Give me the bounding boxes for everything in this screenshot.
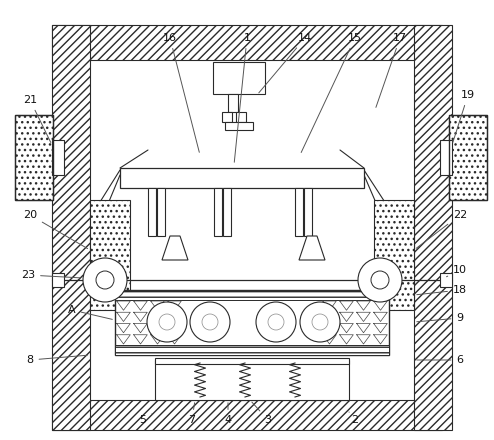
Bar [52,140,64,175]
Bar [155,360,349,400]
Circle shape [312,314,328,330]
Bar [223,188,231,236]
Circle shape [96,271,114,289]
Text: 5: 5 [139,414,153,425]
Bar [115,290,389,300]
Polygon shape [299,236,325,260]
Polygon shape [162,236,188,260]
Bar [90,200,130,310]
Text: A: A [68,305,112,319]
Text: 23: 23 [21,270,80,280]
Bar [225,122,253,130]
Circle shape [300,302,340,342]
Text: 19: 19 [453,90,475,143]
Text: 21: 21 [23,95,51,143]
Bar [15,115,53,200]
Bar [52,400,442,430]
Bar [157,188,165,236]
Text: 6: 6 [417,355,463,365]
Circle shape [147,302,187,342]
Circle shape [83,258,127,302]
Bar [214,188,222,236]
Bar [236,112,246,122]
Text: 9: 9 [417,313,463,323]
Text: 15: 15 [301,33,362,153]
Text: 20: 20 [23,210,87,249]
Text: 10: 10 [447,265,467,277]
Text: 2: 2 [349,412,359,425]
Bar [155,358,349,364]
Bar [52,25,90,430]
Bar [115,290,389,355]
Circle shape [256,302,296,342]
Bar [374,200,414,310]
Text: 3: 3 [252,402,272,425]
Bar [228,94,238,112]
Bar [304,188,312,236]
Text: 7: 7 [188,403,196,425]
Bar [440,140,452,175]
Bar [414,25,452,430]
Circle shape [202,314,218,330]
Text: 1: 1 [234,33,250,162]
Bar [295,188,303,236]
Text: 17: 17 [376,33,407,107]
Text: 14: 14 [259,33,312,93]
Bar [222,112,232,122]
Bar [115,345,389,355]
Circle shape [371,271,389,289]
Bar [213,62,265,94]
Bar [15,115,53,200]
Text: 18: 18 [417,285,467,295]
Circle shape [159,314,175,330]
Bar [120,168,364,188]
Circle shape [358,258,402,302]
Circle shape [190,302,230,342]
Bar [449,115,487,200]
Bar [440,273,452,287]
Bar [90,60,414,400]
Text: 22: 22 [416,210,467,248]
Circle shape [268,314,284,330]
Bar [148,188,156,236]
Text: 16: 16 [163,33,199,152]
Bar [449,115,487,200]
Bar [52,25,442,60]
Text: 8: 8 [27,355,87,365]
Bar [52,273,64,287]
Text: 4: 4 [224,403,232,425]
